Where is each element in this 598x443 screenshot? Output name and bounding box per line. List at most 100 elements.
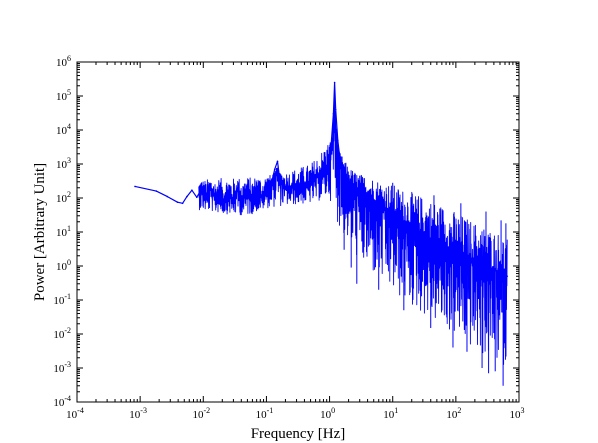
x-tick-label-base: 10	[256, 409, 268, 421]
y-tick-label-exponent: -3	[64, 360, 71, 369]
x-tick-label-exponent: -4	[77, 406, 84, 415]
spectrum-data-point	[214, 198, 217, 201]
spectrum-data-point	[181, 202, 184, 205]
spectrum-data-point	[273, 168, 276, 171]
spectrum-data-point	[261, 197, 263, 199]
spectrum-data-point	[332, 113, 335, 115]
x-tick-label-base: 10	[383, 409, 395, 421]
spectrum-data-point	[155, 190, 158, 192]
x-tick-label-exponent: 1	[394, 406, 398, 415]
spectrum-data-point	[209, 187, 212, 189]
y-tick-label-base: 10	[53, 363, 65, 375]
y-tick-label-base: 10	[56, 193, 68, 205]
spectrum-data-point	[330, 147, 332, 149]
y-tick-label: 10-2	[53, 326, 71, 341]
y-tick-label: 10-4	[53, 394, 71, 409]
y-tick-label-base: 10	[56, 227, 68, 239]
x-tick-label: 101	[383, 406, 398, 421]
x-tick-label-exponent: 0	[331, 406, 335, 415]
x-tick-label-exponent: -2	[203, 406, 210, 415]
spectrum-data-point	[325, 164, 328, 167]
y-tick-label-base: 10	[56, 57, 68, 69]
y-tick-label-exponent: 1	[67, 224, 71, 233]
spectrum-data-point	[246, 187, 249, 190]
spectrum-data-point	[255, 184, 258, 187]
spectrum-data-point	[506, 275, 509, 278]
y-tick-label-base: 10	[56, 159, 68, 171]
y-tick-label-exponent: 0	[67, 258, 71, 267]
spectrum-data-point	[134, 185, 136, 188]
spectrum-data-point	[333, 81, 336, 84]
x-tick-label: 10-2	[192, 406, 210, 421]
y-tick-label-exponent: 2	[67, 190, 71, 199]
spectrum-data-point	[227, 190, 230, 192]
spectrum-data-point	[196, 196, 198, 199]
spectrum-data-point	[436, 241, 438, 243]
x-tick-label: 10-3	[129, 406, 147, 421]
spectrum-trend-line	[134, 81, 508, 277]
spectrum-data-point	[290, 187, 293, 189]
spectrum-data-point	[353, 187, 356, 189]
x-tick-label: 102	[446, 406, 461, 421]
x-axis-title: Frequency [Hz]	[251, 426, 346, 442]
spectrum-data-point	[186, 195, 188, 198]
spectrum-data-point	[391, 212, 394, 215]
spectrum-data-point	[278, 175, 281, 177]
y-tick-label: 102	[56, 190, 71, 205]
spectrum-data-point	[319, 175, 321, 177]
y-tick-label-base: 10	[56, 261, 68, 273]
spectrum-data-point	[205, 198, 207, 200]
y-axis-title: Power [Arbitrary Unit]	[32, 163, 48, 301]
spectrum-data-point	[366, 194, 369, 197]
y-tick-label-base: 10	[56, 91, 68, 103]
x-tick-label-base: 10	[446, 409, 458, 421]
spectrum-data-point	[265, 185, 268, 188]
spectrum-data-point	[218, 191, 221, 193]
spectrum-data-point	[410, 226, 413, 228]
spectrum-data-point	[474, 259, 476, 261]
spectrum-data-point	[309, 181, 312, 183]
spectrum-data-point	[300, 184, 302, 187]
spectrum-data-point	[337, 139, 339, 141]
y-tick-label-exponent: 4	[67, 122, 71, 131]
spectrum-data-point	[232, 200, 235, 203]
y-tick-label-exponent: -4	[64, 394, 71, 403]
spectrum-data-point	[200, 188, 203, 191]
spectrum-data-point	[166, 195, 169, 198]
x-tick-label: 10-1	[256, 406, 274, 421]
x-tick-label: 10-4	[66, 406, 84, 421]
spectrum-data-point	[276, 160, 279, 163]
spectrum-data-point	[270, 183, 273, 185]
y-tick-label: 104	[56, 122, 71, 137]
y-tick-label-exponent: -2	[64, 326, 71, 335]
spectrum-data-point	[191, 189, 193, 191]
y-tick-label: 101	[56, 224, 71, 239]
spectrum-data-point	[222, 199, 225, 202]
spectrum-data-point	[251, 198, 254, 200]
spectrum-data-point	[176, 201, 179, 203]
x-tick-label-base: 10	[129, 409, 141, 421]
spectrum-data-point	[241, 199, 244, 202]
y-tick-label: 10-1	[53, 292, 71, 307]
power-spectrum-series	[134, 81, 509, 386]
spectrum-noise-trace	[198, 91, 508, 365]
y-tick-label: 100	[56, 258, 71, 273]
x-tick-label-base: 10	[510, 409, 522, 421]
spectrum-data-point	[334, 108, 337, 111]
y-tick-label-base: 10	[56, 125, 68, 137]
spectrum-data-point	[236, 187, 239, 189]
y-tick-label-exponent: 5	[67, 88, 71, 97]
spectrum-data-point	[283, 184, 285, 187]
spectrum-data-point	[493, 268, 495, 271]
x-tick-label-exponent: 2	[457, 406, 461, 415]
y-tick-label-exponent: 6	[67, 54, 71, 63]
x-tick-label-exponent: 3	[521, 406, 525, 415]
y-tick-label-base: 10	[53, 295, 65, 307]
spectrum-data-point	[455, 250, 457, 252]
y-tick-label: 10-3	[53, 360, 71, 375]
y-tick-label-exponent: 3	[67, 156, 71, 165]
spectrum-data-point	[339, 164, 342, 167]
y-tick-label-exponent: -1	[64, 292, 71, 301]
x-tick-label-exponent: -1	[267, 406, 274, 415]
